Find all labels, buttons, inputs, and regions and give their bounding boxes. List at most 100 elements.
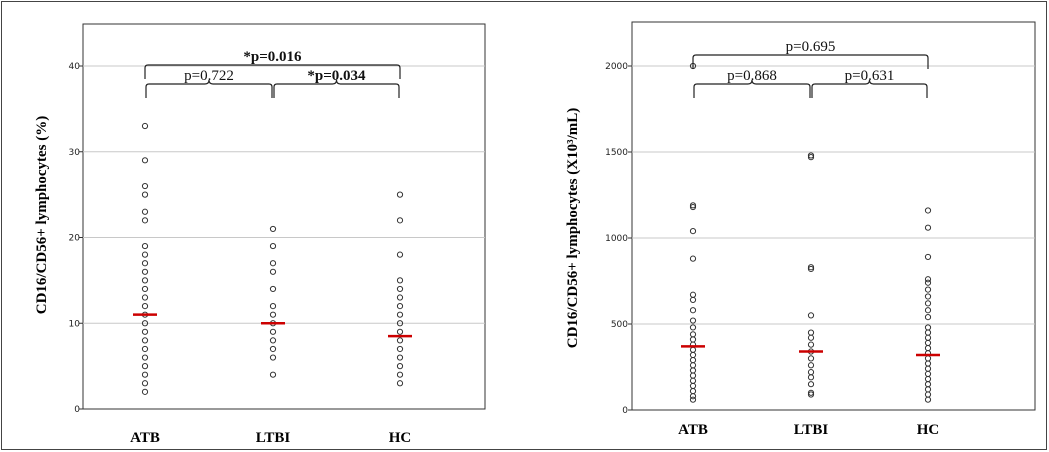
comparison-bracket xyxy=(692,54,929,69)
data-point xyxy=(807,329,815,336)
plot-area xyxy=(82,23,486,410)
p-value-label: p=0.631 xyxy=(845,68,895,84)
x-category-label: HC xyxy=(389,430,412,446)
data-point xyxy=(141,337,149,344)
data-point xyxy=(396,285,404,293)
data-point xyxy=(689,387,697,395)
y-tick-label: 0 xyxy=(74,405,80,415)
y-tick-label: 30 xyxy=(69,148,81,158)
data-point xyxy=(807,265,815,273)
data-point xyxy=(141,371,149,378)
data-point xyxy=(924,381,932,388)
data-point xyxy=(689,331,697,338)
data-point xyxy=(269,345,277,353)
data-point xyxy=(689,202,697,209)
p-value-label: p=0.868 xyxy=(727,68,777,84)
data-point xyxy=(141,191,149,198)
data-point xyxy=(924,329,932,336)
data-point xyxy=(807,334,815,341)
p-value-label: p=0.695 xyxy=(786,39,836,55)
data-point xyxy=(269,268,277,275)
plot-area xyxy=(631,21,1036,411)
data-point xyxy=(807,389,815,396)
data-point xyxy=(924,391,932,398)
data-point xyxy=(689,372,697,379)
data-point xyxy=(396,354,404,361)
data-point xyxy=(924,207,932,214)
x-category-label: LTBI xyxy=(794,422,829,438)
data-point xyxy=(141,268,149,275)
data-point xyxy=(269,225,277,233)
data-point xyxy=(396,251,404,258)
data-point xyxy=(396,371,404,378)
data-point xyxy=(141,208,149,215)
comparison-bracket xyxy=(693,79,811,98)
data-point xyxy=(924,355,932,362)
data-point xyxy=(689,307,697,314)
data-point xyxy=(269,328,277,335)
data-point xyxy=(807,374,815,381)
data-point xyxy=(269,260,277,267)
data-point xyxy=(141,122,149,130)
y-tick-label: 20 xyxy=(69,234,81,244)
y-tick-label: 2000 xyxy=(605,62,628,72)
data-point xyxy=(924,386,932,393)
data-point xyxy=(689,367,697,374)
comparison-bracket xyxy=(144,64,401,79)
data-point xyxy=(924,396,932,403)
data-point xyxy=(689,346,697,353)
data-point xyxy=(396,337,404,344)
data-point xyxy=(396,303,404,310)
x-category-label: LTBI xyxy=(256,430,291,446)
data-point xyxy=(924,300,932,307)
comparison-bracket xyxy=(811,79,928,98)
data-point xyxy=(807,391,815,398)
data-point xyxy=(807,369,815,376)
data-point xyxy=(689,377,697,384)
data-point xyxy=(141,380,149,387)
p-value-label: *p=0.016 xyxy=(243,49,302,65)
data-point xyxy=(141,251,149,258)
data-point xyxy=(269,311,277,318)
data-point xyxy=(396,345,404,353)
data-point xyxy=(924,334,932,341)
data-point xyxy=(396,328,404,335)
data-point xyxy=(269,303,277,310)
data-point xyxy=(807,341,815,348)
data-point xyxy=(924,307,932,314)
data-point xyxy=(141,217,149,224)
data-point xyxy=(689,228,697,235)
data-point xyxy=(689,336,697,343)
data-point xyxy=(689,203,697,211)
p-value-label: p=0.722 xyxy=(184,68,234,84)
data-point xyxy=(141,303,149,310)
data-point xyxy=(141,242,149,250)
data-point xyxy=(807,152,815,159)
data-point xyxy=(807,381,815,388)
data-point xyxy=(689,317,697,324)
data-point xyxy=(689,255,697,262)
data-point xyxy=(269,371,277,378)
data-point xyxy=(141,294,149,301)
y-tick-label: 1000 xyxy=(605,234,628,244)
data-point xyxy=(396,380,404,387)
data-point xyxy=(924,370,932,377)
y-axis-label: CD16/CD56+ lymphocytes (X10³/mL) xyxy=(565,108,581,349)
y-tick-label: 40 xyxy=(69,62,81,72)
x-category-label: ATB xyxy=(678,422,708,438)
data-point xyxy=(141,320,149,327)
comparison-bracket xyxy=(273,79,400,98)
data-point xyxy=(924,365,932,372)
data-point xyxy=(924,314,932,321)
data-point xyxy=(924,286,932,293)
p-value-label: *p=0.034 xyxy=(307,68,366,84)
data-point xyxy=(269,285,277,293)
data-point xyxy=(269,337,277,344)
data-point xyxy=(689,291,697,298)
data-point xyxy=(807,362,815,369)
data-point xyxy=(807,154,815,161)
x-category-label: ATB xyxy=(130,430,160,446)
data-point xyxy=(689,396,697,403)
data-point xyxy=(396,191,404,198)
